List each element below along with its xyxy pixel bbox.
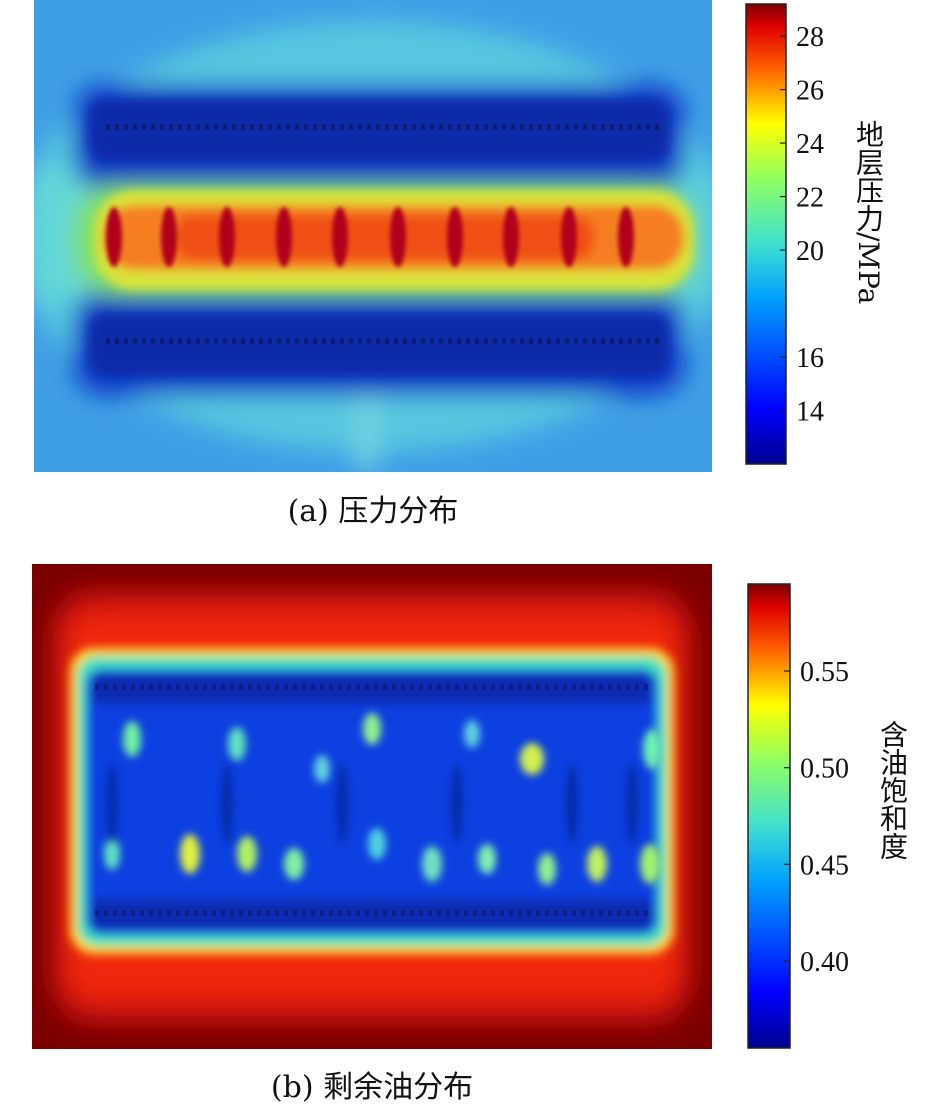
oil-caption: (b) 剩余油分布	[270, 1070, 474, 1105]
oil-colorbar: 0.55 0.50 0.45 0.40	[747, 583, 849, 1049]
pressure-well	[503, 207, 519, 267]
colorbar-tick-label: 20	[796, 236, 824, 267]
oil-swept-region	[86, 669, 658, 935]
colorbar-tick-label: 14	[796, 397, 824, 428]
pressure-caption: (a) 压力分布	[287, 494, 459, 529]
oil-colorbar-label: 含油饱和度	[876, 720, 909, 860]
colorbar-tick-label: 0.50	[800, 754, 849, 785]
colorbar-tick-label: 0.40	[800, 947, 849, 978]
colorbar-tick-label: 26	[796, 76, 824, 107]
pressure-well	[561, 207, 577, 267]
oil-saturation-heatmap	[32, 564, 712, 1049]
pressure-well	[106, 207, 122, 267]
pressure-well	[332, 207, 348, 267]
pressure-well	[618, 207, 634, 267]
pressure-colorbar: 14 16 20 22 24 26 28	[745, 3, 824, 465]
pressure-well	[276, 207, 292, 267]
pressure-well	[161, 207, 177, 267]
colorbar-tick-label: 16	[796, 343, 824, 374]
colorbar-tick-label: 22	[796, 183, 824, 214]
pressure-well	[447, 207, 463, 267]
pressure-colorbar-label: 地层压力/MPa	[852, 120, 885, 305]
oil-unswept-patches	[104, 713, 661, 885]
colorbar-tick-label: 24	[796, 129, 824, 160]
pressure-well	[219, 207, 235, 267]
pressure-heatmap	[34, 0, 712, 472]
colorbar-tick-label: 28	[796, 22, 824, 53]
pressure-well	[390, 207, 406, 267]
colorbar-tick-label: 0.45	[800, 850, 849, 881]
pressure-well-markers	[106, 207, 634, 267]
colorbar-tick-label: 0.55	[800, 657, 849, 688]
